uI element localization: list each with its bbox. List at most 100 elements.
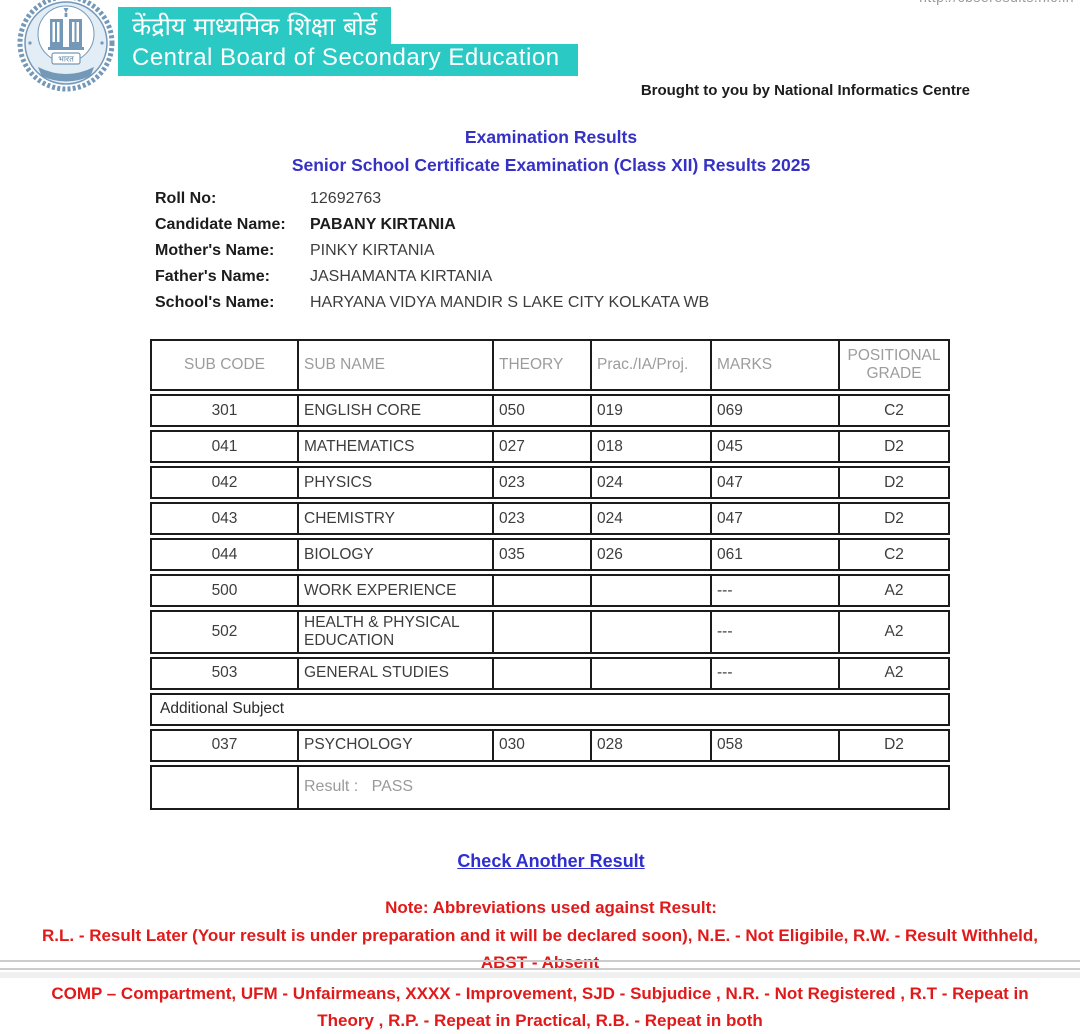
table-cell: 044 [150, 538, 297, 571]
column-header: POSITIONAL GRADE [838, 339, 950, 391]
table-cell [492, 610, 590, 654]
results-table: SUB CODE SUB NAME THEORY Prac./IA/Proj. MARK… [150, 336, 950, 813]
detail-label: School's Name: [155, 294, 275, 311]
table-cell: 047 [710, 502, 838, 535]
detail-value: HARYANA VIDYA MANDIR S LAKE CITY KOLKATA… [310, 294, 710, 311]
table-cell: 019 [590, 394, 710, 427]
table-cell: 028 [590, 728, 710, 762]
page-titles: Examination Results Senior School Certif… [0, 127, 1080, 176]
table-cell [590, 610, 710, 654]
results-body: 301 ENGLISH CORE 050 019 069 C2 041 MATHEMATICS… [150, 394, 950, 810]
table-cell: 503 [150, 656, 297, 690]
table-row: 042 PHYSICS 023 024 047 D2 [150, 466, 950, 499]
table-cell: 047 [710, 466, 838, 499]
table-cell [492, 656, 590, 690]
table-cell: A2 [838, 574, 950, 607]
column-header: SUB CODE [150, 339, 297, 391]
detail-label: Father's Name: [155, 268, 270, 285]
table-cell: 023 [492, 502, 590, 535]
detail-label: Candidate Name: [155, 216, 286, 233]
candidate-details: Roll No: 12692763 Candidate Name: PABANY KI… [155, 186, 1080, 316]
table-cell: CHEMISTRY [297, 502, 492, 535]
table-cell [492, 574, 590, 607]
table-row: 502 HEALTH & PHYSICAL EDUCATION --- A2 [150, 610, 950, 654]
detail-label: Roll No: [155, 190, 217, 207]
table-row: 037 PSYCHOLOGY 030 028 058 D2 [150, 728, 950, 762]
results-header: SUB CODE SUB NAME THEORY Prac./IA/Proj. MARK… [150, 339, 950, 391]
exam-subtitle: Senior School Certificate Examination (C… [291, 155, 811, 175]
cbse-logo-icon: भारत [17, 0, 115, 92]
check-link-wrap: Check Another Result [0, 851, 1080, 872]
table-row: 301 ENGLISH CORE 050 019 069 C2 [150, 394, 950, 427]
table-cell: C2 [838, 538, 950, 571]
table-cell: D2 [838, 430, 950, 463]
table-row: 043 CHEMISTRY 023 024 047 D2 [150, 502, 950, 535]
table-cell: 024 [590, 502, 710, 535]
table-cell: 058 [710, 728, 838, 762]
table-cell: 041 [150, 430, 297, 463]
table-cell: 037 [150, 728, 297, 762]
column-header: MARKS [710, 339, 838, 391]
table-row: 041 MATHEMATICS 027 018 045 D2 [150, 430, 950, 463]
svg-text:भारत: भारत [58, 55, 74, 64]
table-cell: 043 [150, 502, 297, 535]
detail-row: Mother's Name: PINKY KIRTANIA [155, 238, 1080, 264]
table-row: 503 GENERAL STUDIES --- A2 [150, 656, 950, 690]
table-cell: 045 [710, 430, 838, 463]
table-row: 044 BIOLOGY 035 026 061 C2 [150, 538, 950, 571]
table-cell: 502 [150, 610, 297, 654]
additional-subject-label: Additional Subject [150, 692, 950, 726]
results-table-wrap: SUB CODE SUB NAME THEORY Prac./IA/Proj. MARK… [150, 336, 950, 813]
table-cell: 050 [492, 394, 590, 427]
table-cell: D2 [838, 466, 950, 499]
table-cell: --- [710, 574, 838, 607]
table-cell: WORK EXPERIENCE [297, 574, 492, 607]
footer-strip [0, 972, 1080, 978]
detail-value: PABANY KIRTANIA [310, 216, 456, 233]
detail-row: Father's Name: JASHAMANTA KIRTANIA [155, 264, 1080, 290]
table-cell: D2 [838, 502, 950, 535]
table-cell: 023 [492, 466, 590, 499]
clipped-url-text: http://cbseresults.nic.in [919, 0, 1074, 5]
detail-value: JASHAMANTA KIRTANIA [310, 268, 493, 285]
table-cell: 024 [590, 466, 710, 499]
table-cell [590, 574, 710, 607]
table-cell: PHYSICS [297, 466, 492, 499]
note-heading: Note: Abbreviations used against Result: [385, 897, 717, 917]
table-cell: D2 [838, 728, 950, 762]
table-cell: 069 [710, 394, 838, 427]
column-header: Prac./IA/Proj. [590, 339, 710, 391]
divider-line [0, 968, 1080, 970]
board-title-hindi: केंद्रीय माध्यमिक शिक्षा बोर्ड [118, 7, 392, 44]
page-header: भारत केंद्रीय माध्यमिक शिक्षा बोर्ड Cent… [0, 0, 1080, 92]
check-another-result-link[interactable]: Check Another Result [457, 850, 645, 871]
table-cell: GENERAL STUDIES [297, 656, 492, 690]
table-cell: BIOLOGY [297, 538, 492, 571]
result-status: Result : PASS [297, 764, 950, 810]
detail-value: PINKY KIRTANIA [310, 242, 435, 259]
page-title: Examination Results [464, 127, 638, 147]
table-cell: 018 [590, 430, 710, 463]
detail-label: Mother's Name: [155, 242, 275, 259]
divider-line [0, 960, 1080, 962]
table-cell: ENGLISH CORE [297, 394, 492, 427]
detail-value: 12692763 [310, 190, 382, 207]
note-line-1: R.L. - Result Later (Your result is unde… [41, 925, 1039, 972]
table-row: 500 WORK EXPERIENCE --- A2 [150, 574, 950, 607]
table-cell [590, 656, 710, 690]
table-cell: A2 [838, 656, 950, 690]
table-cell: PSYCHOLOGY [297, 728, 492, 762]
detail-row: School's Name: HARYANA VIDYA MANDIR S LAK… [155, 290, 1080, 316]
result-row: Result : PASS [150, 764, 950, 810]
detail-row: Roll No: 12692763 [155, 186, 1080, 212]
table-header-row: SUB CODE SUB NAME THEORY Prac./IA/Proj. MARK… [150, 339, 950, 391]
column-header: SUB NAME [297, 339, 492, 391]
table-cell: 027 [492, 430, 590, 463]
table-cell: 030 [492, 728, 590, 762]
note-line-2: COMP – Compartment, UFM - Unfairmeans, X… [51, 984, 1029, 1031]
table-cell: 301 [150, 394, 297, 427]
table-cell: A2 [838, 610, 950, 654]
table-cell: 061 [710, 538, 838, 571]
additional-subject-row: Additional Subject [150, 692, 950, 726]
